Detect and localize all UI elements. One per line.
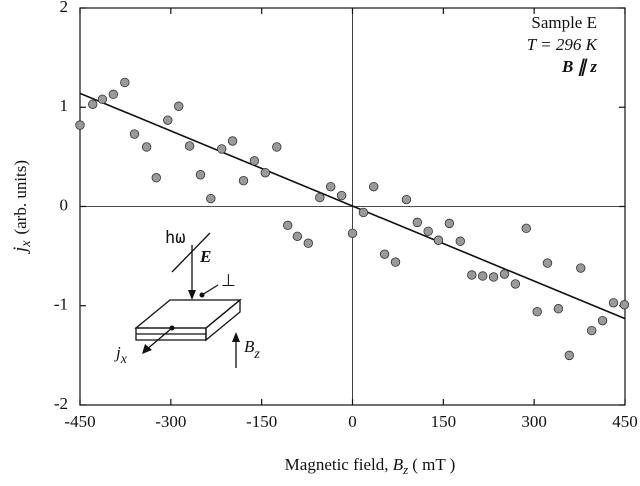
inset-label: hω: [165, 228, 185, 248]
x-tick-label: -450: [64, 412, 95, 431]
data-point: [195, 170, 206, 180]
data-point: [97, 94, 108, 105]
annotation: T = 296 K: [527, 35, 599, 54]
inset-light: [171, 232, 211, 273]
data-point: [238, 175, 249, 186]
data-point: [120, 77, 130, 88]
inset-label-sub: x: [120, 352, 128, 367]
y-tick-label: -2: [54, 394, 68, 413]
data-point: [488, 272, 499, 282]
x-tick-label: -300: [155, 412, 186, 431]
data-point: [315, 192, 325, 203]
data-point: [455, 236, 465, 246]
data-point: [368, 181, 379, 192]
x-tick-label: 300: [521, 412, 547, 431]
data-point: [326, 181, 336, 192]
data-point: [586, 325, 597, 336]
x-axis-label: Magnetic field, Bz ( mT ): [285, 455, 456, 477]
data-point: [477, 271, 488, 281]
x-label-sub: z: [402, 462, 408, 477]
data-point: [303, 238, 313, 248]
annotation: B ∥ z: [561, 57, 597, 76]
inset-arrowhead: [142, 344, 152, 354]
y-axis-label: jx (arb. units): [10, 160, 34, 255]
x-tick-label: -150: [246, 412, 277, 431]
data-point: [184, 141, 195, 151]
data-point: [608, 298, 619, 308]
data-point: [510, 279, 521, 289]
data-point: [347, 228, 358, 238]
data-point: [358, 207, 369, 218]
x-tick-label: 450: [612, 412, 638, 431]
fit-line: [79, 92, 626, 320]
data-point: [216, 144, 227, 154]
data-point: [619, 300, 630, 310]
y-label-symbol: j: [10, 247, 31, 255]
x-tick-label: 0: [348, 412, 357, 431]
x-label-unit: ( mT ): [412, 455, 455, 474]
inset-arrowhead: [232, 332, 240, 342]
annotation: Sample E: [531, 13, 597, 32]
inset-e-pointer: [201, 284, 219, 296]
data-point: [412, 217, 422, 228]
y-label-sub: x: [19, 240, 34, 248]
data-point: [521, 223, 531, 234]
x-tick-label: 150: [431, 412, 457, 431]
data-point: [75, 120, 85, 130]
data-point: [433, 235, 444, 245]
y-tick-label: 0: [60, 195, 69, 214]
inset-label: E: [199, 247, 211, 266]
data-point: [206, 193, 216, 204]
data-point: [227, 136, 238, 146]
inset-diagram: hω E ⊥ jx Bz: [114, 228, 260, 368]
data-point: [151, 173, 162, 183]
data-point: [390, 257, 401, 267]
data-point: [576, 263, 586, 273]
data-point: [444, 218, 455, 229]
data-point: [141, 142, 152, 152]
inset-label-main: j: [114, 343, 121, 362]
inset-current: [145, 327, 173, 351]
data-point: [88, 99, 98, 109]
data-point: [499, 269, 510, 279]
inset-slab-side: [205, 298, 241, 342]
data-point: [129, 129, 140, 139]
inset-slab-top: [134, 299, 242, 329]
data-point: [174, 101, 184, 111]
data-point: [532, 307, 542, 317]
inset-arrowhead: [188, 290, 196, 300]
data-point: [423, 226, 433, 237]
data-point: [542, 258, 553, 268]
y-tick-label: 2: [60, 0, 69, 16]
data-point: [249, 156, 260, 166]
y-tick-label: 1: [60, 96, 69, 115]
data-point: [272, 142, 282, 152]
data-point: [379, 249, 390, 259]
y-tick-label: -1: [54, 295, 68, 314]
inset-dot: [199, 292, 205, 298]
inset-label: ⊥: [221, 271, 236, 290]
data-point: [401, 194, 412, 205]
data-point: [564, 350, 574, 361]
data-point: [553, 304, 564, 314]
inset-label-main: B: [244, 337, 255, 356]
data-point: [467, 270, 477, 280]
x-label-text: Magnetic field,: [285, 455, 389, 474]
y-label-text: (arb. units): [11, 160, 30, 235]
data-point: [336, 190, 347, 201]
data-point: [597, 315, 608, 326]
data-point: [163, 115, 173, 125]
data-point: [292, 231, 303, 241]
inset-label: Bz: [244, 337, 260, 362]
data-point: [260, 168, 271, 178]
inset-label: jx: [114, 343, 128, 367]
inset-label-sub: z: [253, 347, 260, 362]
data-point: [108, 89, 119, 100]
x-label-symbol: B: [393, 455, 404, 474]
data-point: [283, 220, 293, 231]
